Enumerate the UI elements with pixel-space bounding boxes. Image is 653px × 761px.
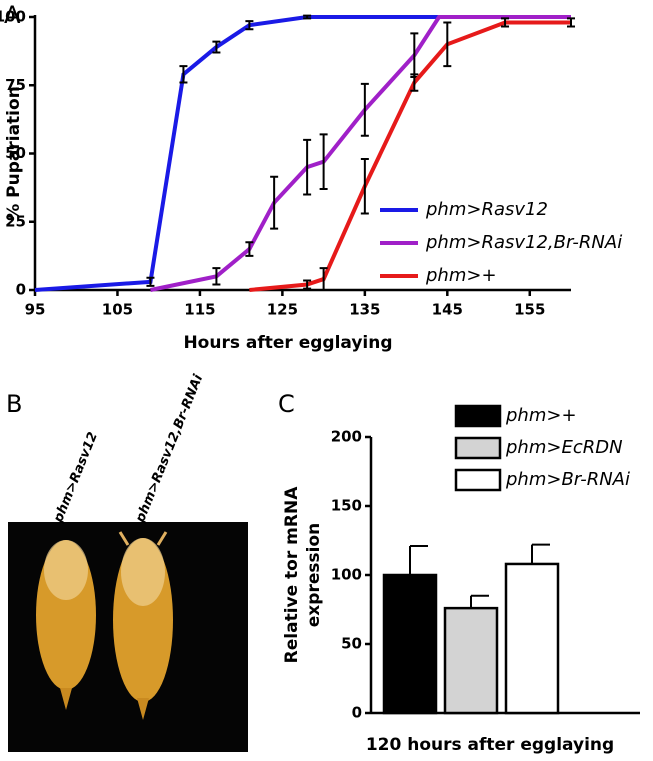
pupa-tip [137, 698, 149, 720]
error-bar [245, 20, 254, 31]
pupa-highlight [121, 538, 165, 606]
x-tick-label: 135 [349, 301, 380, 319]
legend-label: phm>Br-RNAi [505, 469, 630, 490]
error-bar [303, 14, 312, 20]
pupa-tip [60, 688, 72, 710]
error-bar [409, 545, 428, 575]
x-tick-label: 105 [102, 301, 133, 319]
x-tick-label: 125 [267, 301, 298, 319]
error-bar [212, 40, 221, 54]
error-bar [303, 138, 312, 196]
error-bar [360, 82, 369, 137]
y-tick-label: 50 [5, 144, 26, 162]
error-bar [270, 175, 279, 230]
x-axis-label: Hours after egglaying [183, 333, 392, 353]
legend-label: phm>Rasv12 [425, 199, 548, 220]
error-bar [410, 32, 419, 79]
legend-swatch [454, 436, 502, 460]
series-line [249, 20, 571, 292]
bar [382, 573, 438, 715]
legend-label: phm>+ [505, 405, 577, 426]
error-bar [410, 73, 419, 92]
y-tick-label: 50 [341, 635, 362, 653]
photo: phm>Rasv12 phm>Rasv12,Br-RNAi [8, 372, 248, 752]
y-tick-label: 75 [5, 76, 26, 94]
x-tick-label: 95 [25, 301, 46, 319]
panel-label: C [278, 390, 295, 418]
pupa-spiracle [118, 531, 168, 546]
panel-label: B [6, 390, 22, 418]
legend-label: phm>EcRDN [505, 437, 623, 458]
y-axis-label: Relative tor mRNA [282, 486, 302, 664]
error-bar [303, 279, 312, 290]
photo-label: phm>Rasv12,Br-RNAi [133, 372, 207, 526]
legend-label: phm>Rasv12,Br-RNAi [425, 232, 622, 253]
legend-swatch [454, 404, 502, 428]
y-tick-label: 100 [0, 8, 26, 26]
error-bar [531, 543, 550, 564]
y-tick-label: 100 [331, 566, 362, 584]
error-bar [501, 17, 510, 28]
error-bar [567, 17, 575, 28]
bar [504, 562, 560, 715]
pupa-highlight [44, 540, 88, 600]
series-line [150, 15, 571, 292]
bar [443, 606, 499, 715]
photo-label: phm>Rasv12 [51, 430, 101, 526]
error-bar [212, 267, 221, 286]
error-bar [470, 594, 489, 609]
y-axis-label: expression [304, 523, 324, 627]
x-tick-label: 145 [432, 301, 463, 319]
panel-label: A [4, 1, 21, 29]
legend-swatch [454, 468, 502, 492]
y-tick-label: 200 [331, 428, 362, 446]
y-axis-label: % Pupariation [4, 86, 24, 221]
error-bar [319, 267, 328, 291]
y-tick-label: 0 [352, 704, 362, 722]
error-bar [146, 276, 155, 287]
legend-label: phm>+ [425, 265, 497, 286]
error-bar [443, 21, 452, 68]
y-tick-label: 0 [16, 281, 26, 299]
x-tick-label: 115 [184, 301, 215, 319]
y-tick-label: 150 [331, 497, 362, 515]
error-bar [245, 241, 254, 257]
error-bar [360, 157, 369, 215]
error-bar [319, 133, 328, 190]
error-bar [179, 65, 188, 84]
x-axis-label: 120 hours after egglaying [366, 735, 614, 755]
y-tick-label: 25 [5, 212, 26, 230]
x-tick-label: 155 [514, 301, 545, 319]
